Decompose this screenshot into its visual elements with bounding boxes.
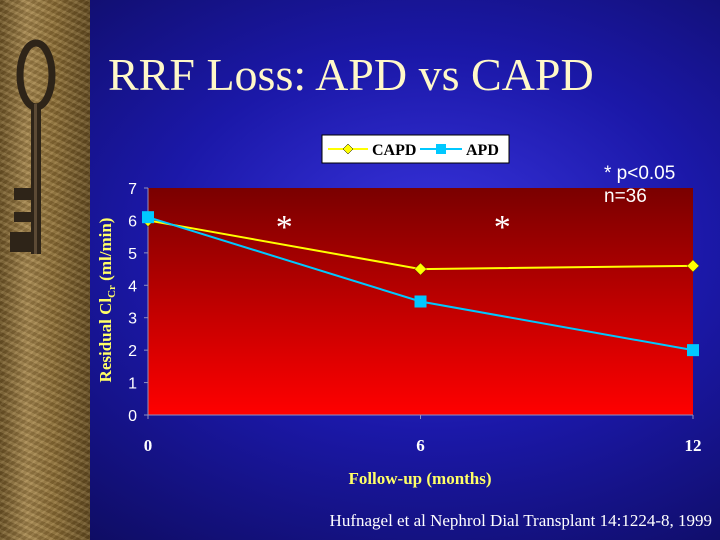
y-tick-label: 0 bbox=[128, 408, 137, 425]
x-tick-label: 0 bbox=[144, 436, 153, 455]
capd-point bbox=[686, 259, 700, 273]
apd-point bbox=[414, 295, 427, 308]
capd-point bbox=[414, 262, 427, 276]
x-tick-label: 6 bbox=[416, 436, 425, 455]
significance-asterisk: * bbox=[276, 209, 293, 246]
y-axis-label-sub: Cr bbox=[106, 285, 118, 298]
x-tick-label: 12 bbox=[685, 436, 702, 455]
apd-point bbox=[687, 344, 699, 357]
y-tick-label: 5 bbox=[128, 246, 137, 263]
y-tick-label: 2 bbox=[128, 343, 137, 360]
legend-capd-marker bbox=[342, 143, 354, 155]
wood-texture bbox=[0, 0, 90, 540]
p-value-note: * p<0.05 bbox=[604, 163, 676, 184]
y-tick-label: 7 bbox=[128, 181, 137, 198]
y-tick-label: 4 bbox=[128, 278, 137, 295]
sample-size-note: n=36 bbox=[604, 186, 647, 207]
y-tick-label: 1 bbox=[128, 376, 137, 393]
y-axis-label-prefix: Residual Cl bbox=[96, 298, 115, 383]
citation: Hufnagel et al Nephrol Dial Transplant 1… bbox=[329, 511, 712, 530]
y-axis-label: Residual ClCr (ml/min) bbox=[96, 218, 118, 383]
legend: CAPD APD bbox=[321, 134, 510, 164]
apd-point bbox=[142, 211, 154, 224]
x-axis-label: Follow-up (months) bbox=[348, 469, 491, 488]
significance-note: * p<0.05 n=36 bbox=[604, 162, 675, 208]
antique-key-icon bbox=[10, 39, 56, 254]
y-tick-label: 6 bbox=[128, 213, 137, 230]
y-tick-label: 3 bbox=[128, 311, 137, 328]
legend-apd-marker bbox=[436, 144, 446, 154]
legend-capd-label: CAPD bbox=[372, 142, 416, 159]
legend-apd-label: APD bbox=[466, 142, 499, 159]
slide-title: RRF Loss: APD vs CAPD bbox=[108, 49, 594, 100]
y-axis-label-suffix: (ml/min) bbox=[96, 218, 115, 286]
left-image-strip bbox=[0, 0, 90, 540]
significance-asterisk: * bbox=[494, 209, 511, 246]
